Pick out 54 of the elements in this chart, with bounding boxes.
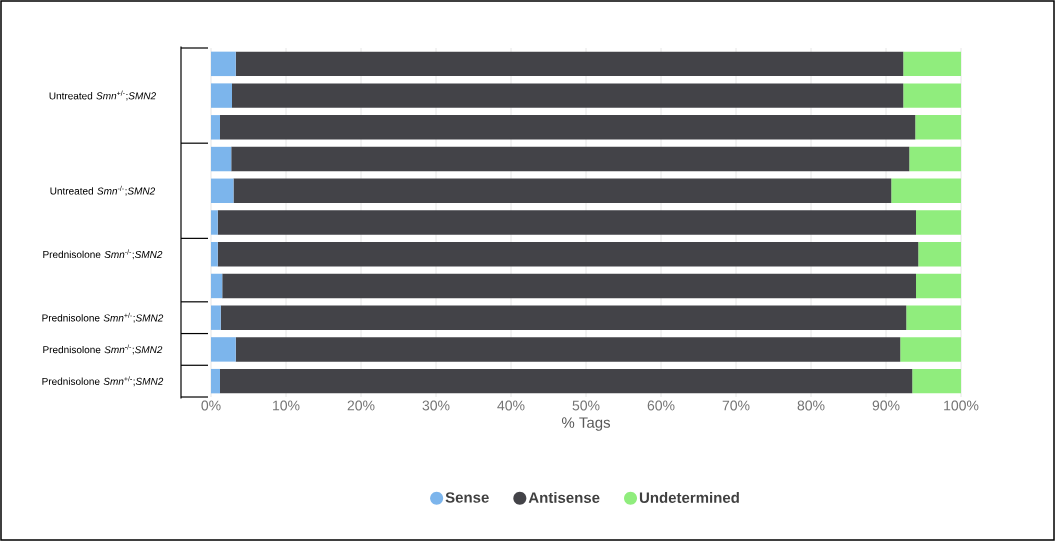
bar [211,368,220,394]
y-tick-label: Untreated Smn$^{+/-}$;SMN2 [49,90,156,101]
bar [211,337,236,362]
bar [912,368,962,394]
legend-label: Undetermined [639,491,739,503]
bar [211,83,232,108]
bar [231,146,910,172]
x-tick-label: 100% [944,400,979,411]
x-axis-title: % Tags [561,417,611,431]
x-tick-label: 40% [497,400,525,411]
bar [220,368,913,394]
bar [211,210,218,235]
x-tick-label: 50% [572,400,600,411]
bar [217,242,919,267]
bar [235,337,901,362]
y-tick-label: Prednisolone Smn$^{-/-}$;SMN2 [43,249,163,260]
y-tick-label: Prednisolone Smn$^{+/-}$;SMN2 [42,376,164,387]
x-tick-label: 0% [201,400,221,411]
x-tick-label: 60% [647,400,675,411]
bar [235,51,904,77]
bar [211,115,220,140]
y-tick-label: Untreated Smn$^{-/-}$;SMN2 [50,185,156,196]
x-tick-label: 80% [797,400,825,411]
bar [909,146,962,172]
bar [918,242,962,267]
bar [211,51,236,77]
bar [916,273,962,299]
x-tick-label: 90% [872,400,900,411]
bar [211,305,221,330]
bar [915,115,962,140]
legend-label: Antisense [528,491,600,503]
x-tick-label: 10% [273,400,300,411]
bar [906,305,962,330]
x-tick-label: 30% [422,400,450,411]
bar [220,305,907,330]
bar [891,178,962,203]
x-tick-label: 70% [722,400,750,411]
bar [233,178,892,203]
bar [222,273,917,299]
bar [211,242,218,267]
bar [211,178,234,203]
bar [217,210,917,235]
bar [903,51,962,77]
legend-label: Sense [445,492,489,503]
x-tick-label: 20% [347,400,375,411]
bar [903,83,962,108]
bar [220,115,916,140]
bar [900,337,962,362]
bar [916,210,962,235]
y-tick-label: Prednisolone Smn$^{-/-}$;SMN2 [43,344,163,355]
y-tick-label: Prednisolone Smn$^{+/-}$;SMN2 [42,312,164,323]
bar [211,273,223,299]
bar [211,146,232,172]
bar [232,83,904,108]
